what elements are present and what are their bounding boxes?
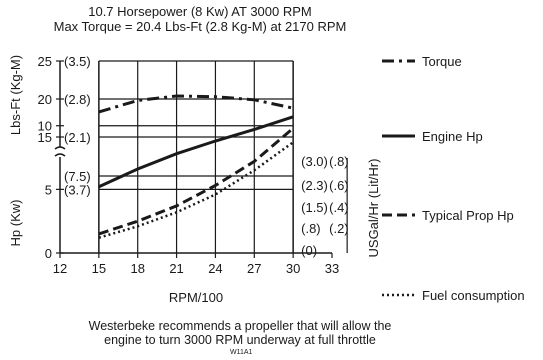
chart-subtitle: Max Torque = 20.4 Lbs-Ft (2.8 Kg-M) at 2… [53,19,347,34]
x-tick-label: 21 [169,261,183,276]
chart-title: 10.7 Horsepower (8 Kw) AT 3000 RPM [88,4,312,19]
y-tick-lower: 10 [38,119,52,134]
x-tick-label: 15 [92,261,106,276]
x-axis-label: RPM/100 [169,290,223,305]
footer-note-line2: engine to turn 3000 RPM underway at full… [104,333,376,347]
legend-label-typical-prop-hp: Typical Prop Hp [422,208,514,223]
y-tick-lower-metric: (3.7) [64,182,91,197]
y-tick-upper-metric: (2.1) [64,130,91,145]
right-tick-lit: (.4) [329,200,349,215]
series-line-typical-prop-hp [98,127,295,236]
series-line-engine-hp [98,115,294,189]
y-tick-lower-metric: (7.5) [64,169,91,184]
y-tick-upper: 15 [38,130,52,145]
x-tick-label: 33 [325,261,339,276]
legend-label-torque: Torque [422,54,462,69]
right-tick-gal: (.8) [301,221,321,236]
x-tick-label: 27 [247,261,261,276]
axis-break-icon [54,146,66,157]
right-tick-gal: (1.5) [301,200,328,215]
x-tick-label: 12 [53,261,67,276]
x-tick-label: 30 [286,261,300,276]
right-tick-lit: (.8) [329,154,349,169]
right-tick-gal: (2.3) [301,178,328,193]
right-axis-label: USGal/Hr (Lit/Hr) [366,159,381,258]
legend-label-fuel-consumption: Fuel consumption [422,288,525,303]
y-axis-label-upper: Lbs-Ft (Kg-M) [8,55,23,135]
right-tick-lit: (.6) [329,178,349,193]
y-tick-upper-metric: (3.5) [64,54,91,69]
footer-note-line1: Westerbeke recommends a propeller that w… [88,319,392,333]
right-tick-gal: (0) [301,243,317,258]
x-tick-label: 24 [208,261,222,276]
grid-layer [60,60,332,254]
x-tick-label: 18 [130,261,144,276]
y-tick-lower: 0 [45,246,52,261]
legend-layer: Torque Engine Hp Typical Prop Hp Fuel consu… [382,54,525,303]
y-tick-lower: 5 [45,182,52,197]
axes-layer: 15 (2.1) 20 (2.8) 25 (3.5) 0 5 10 (3.7)(7.5) Lbs-F… [8,54,381,305]
y-tick-upper: 20 [38,92,52,107]
series-line-torque [98,94,294,114]
figure-code: W11A1 [230,349,253,356]
legend-label-engine-hp: Engine Hp [422,129,483,144]
y-axis-label-lower: Hp (Kw) [8,200,23,247]
y-tick-upper: 25 [38,54,52,69]
right-tick-gal: (3.0) [301,154,328,169]
y-tick-upper-metric: (2.8) [64,92,91,107]
right-tick-lit: (.2) [329,221,349,236]
series-layer [98,94,295,239]
